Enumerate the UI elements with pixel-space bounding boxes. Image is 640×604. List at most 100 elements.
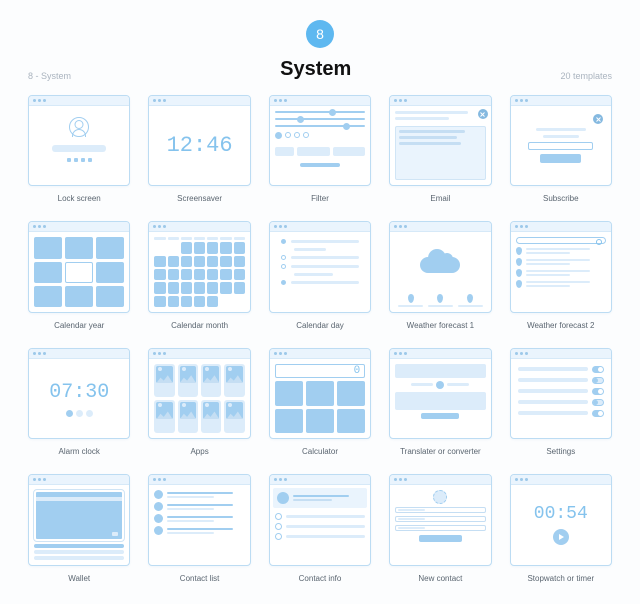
pin-icon bbox=[437, 294, 443, 303]
section-badge: 8 bbox=[306, 20, 334, 48]
template-label: Subscribe bbox=[543, 194, 579, 203]
template-email[interactable]: Email bbox=[389, 95, 491, 203]
template-contact-info[interactable]: Contact info bbox=[269, 474, 371, 582]
avatar-placeholder-icon bbox=[433, 490, 447, 504]
transaction-rows bbox=[34, 544, 124, 560]
text-placeholder bbox=[536, 128, 586, 131]
slider-icon bbox=[275, 125, 365, 127]
month-grid-icon bbox=[154, 237, 244, 306]
toggle-icon bbox=[592, 377, 604, 384]
template-weather-1[interactable]: Weather forecast 1 bbox=[389, 221, 491, 329]
image-icon bbox=[226, 366, 242, 383]
template-grid: Lock screen 12:46 Screensaver Filter bbox=[28, 95, 612, 583]
window-titlebar-icon bbox=[511, 349, 611, 359]
template-label: Calendar day bbox=[296, 321, 344, 330]
template-label: Lock screen bbox=[58, 194, 101, 203]
avatar-icon bbox=[154, 502, 163, 511]
window-titlebar-icon bbox=[270, 349, 370, 359]
input-field-icon bbox=[395, 525, 485, 531]
wireframe bbox=[269, 221, 371, 312]
translate-button-icon bbox=[421, 413, 459, 419]
window-titlebar-icon bbox=[29, 96, 129, 106]
template-subscribe[interactable]: Subscribe bbox=[510, 95, 612, 203]
template-label: Contact info bbox=[299, 574, 342, 583]
template-count: 20 templates bbox=[560, 71, 612, 81]
window-titlebar-icon bbox=[511, 222, 611, 232]
window-titlebar-icon bbox=[149, 222, 249, 232]
template-alarm-clock[interactable]: 07:30 Alarm clock bbox=[28, 348, 130, 456]
template-filter[interactable]: Filter bbox=[269, 95, 371, 203]
template-label: Filter bbox=[311, 194, 329, 203]
pin-icon bbox=[516, 280, 522, 288]
filter-chips bbox=[275, 147, 365, 156]
image-icon bbox=[203, 402, 219, 419]
input-panel-icon bbox=[395, 364, 485, 378]
wireframe bbox=[510, 348, 612, 439]
window-titlebar-icon bbox=[511, 475, 611, 485]
location-list bbox=[516, 247, 606, 306]
close-icon bbox=[478, 109, 488, 119]
avatar-icon bbox=[277, 492, 289, 504]
day-schedule-icon bbox=[275, 237, 365, 306]
template-calendar-month[interactable]: Calendar month bbox=[148, 221, 250, 329]
text-placeholder bbox=[395, 111, 467, 114]
clock-display: 12:46 bbox=[149, 106, 249, 185]
toggle-icon bbox=[592, 388, 604, 395]
template-settings[interactable]: Settings bbox=[510, 348, 612, 456]
template-translator[interactable]: Translater or converter bbox=[389, 348, 491, 456]
template-calculator[interactable]: 0 Calculator bbox=[269, 348, 371, 456]
filter-pills bbox=[275, 132, 365, 139]
avatar-icon bbox=[154, 490, 163, 499]
template-contact-list[interactable]: Contact list bbox=[148, 474, 250, 582]
input-field-icon bbox=[395, 516, 485, 522]
text-placeholder bbox=[395, 117, 449, 120]
message-body bbox=[395, 126, 485, 180]
window-titlebar-icon bbox=[390, 222, 490, 232]
keypad-icon bbox=[275, 381, 365, 433]
image-icon bbox=[180, 402, 196, 419]
app-grid-icon bbox=[154, 364, 244, 433]
image-icon bbox=[156, 402, 172, 419]
swap-row bbox=[395, 381, 485, 389]
window-titlebar-icon bbox=[390, 475, 490, 485]
contact-list-icon bbox=[154, 490, 244, 559]
template-label: Screensaver bbox=[177, 194, 222, 203]
template-label: Weather forecast 1 bbox=[407, 321, 474, 330]
template-screensaver[interactable]: 12:46 Screensaver bbox=[148, 95, 250, 203]
template-label: New contact bbox=[418, 574, 462, 583]
text-placeholder bbox=[543, 135, 579, 138]
settings-list-icon bbox=[516, 364, 606, 433]
image-icon bbox=[156, 366, 172, 383]
toggle-icon bbox=[592, 399, 604, 406]
wireframe bbox=[389, 95, 491, 186]
template-new-contact[interactable]: New contact bbox=[389, 474, 491, 582]
page-header: 8 8 - System System 20 templates bbox=[28, 20, 612, 81]
window-titlebar-icon bbox=[270, 475, 370, 485]
template-weather-2[interactable]: Weather forecast 2 bbox=[510, 221, 612, 329]
template-label: Calendar year bbox=[54, 321, 104, 330]
template-calendar-day[interactable]: Calendar day bbox=[269, 221, 371, 329]
template-label: Email bbox=[430, 194, 450, 203]
template-apps[interactable]: Apps bbox=[148, 348, 250, 456]
template-label: Settings bbox=[546, 447, 575, 456]
location-strip bbox=[395, 292, 485, 307]
avatar-icon bbox=[154, 514, 163, 523]
slider-icon bbox=[275, 111, 365, 113]
toggle-icon bbox=[592, 410, 604, 417]
breadcrumb: 8 - System bbox=[28, 71, 71, 81]
template-wallet[interactable]: Wallet bbox=[28, 474, 130, 582]
image-icon bbox=[180, 366, 196, 383]
input-field-icon bbox=[528, 142, 593, 150]
wireframe bbox=[510, 221, 612, 312]
template-calendar-year[interactable]: Calendar year bbox=[28, 221, 130, 329]
pin-icon bbox=[467, 294, 473, 303]
avatar-icon bbox=[154, 526, 163, 535]
template-stopwatch[interactable]: 00:54 Stopwatch or timer bbox=[510, 474, 612, 582]
toggle-icon bbox=[592, 366, 604, 373]
contact-header bbox=[273, 488, 367, 508]
calculator-display: 0 bbox=[275, 364, 365, 378]
window-titlebar-icon bbox=[29, 349, 129, 359]
template-lock-screen[interactable]: Lock screen bbox=[28, 95, 130, 203]
wireframe bbox=[389, 474, 491, 565]
wireframe bbox=[269, 95, 371, 186]
